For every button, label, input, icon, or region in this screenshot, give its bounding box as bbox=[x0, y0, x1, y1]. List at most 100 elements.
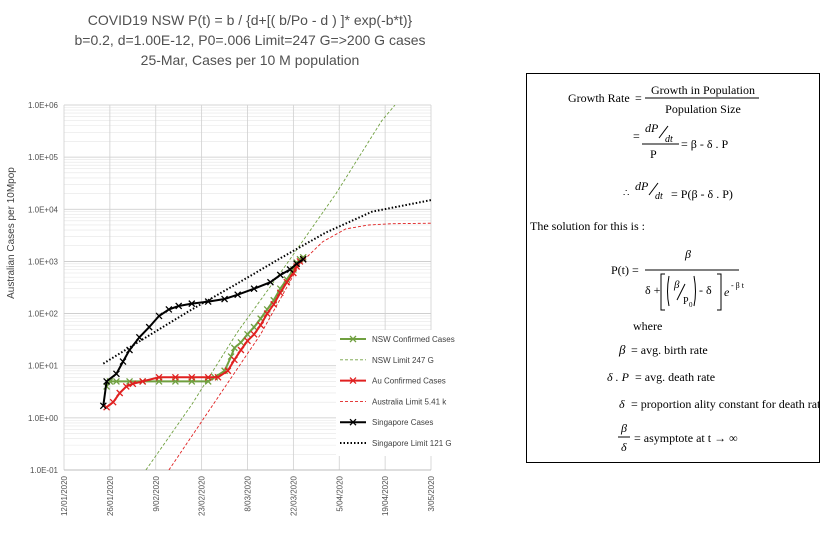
chart-legend: NSW Confirmed Cases NSW Limit 247 G Au Con… bbox=[336, 330, 478, 456]
data-point bbox=[204, 298, 212, 306]
svg-text:P: P bbox=[650, 147, 657, 161]
series-nsw-limit-247-g bbox=[145, 105, 396, 470]
data-point bbox=[237, 346, 245, 354]
data-point bbox=[283, 276, 291, 283]
data-point bbox=[204, 373, 212, 381]
chart-title-line-1: COVID19 NSW P(t) = b / {d+[( b/Po - d ) … bbox=[87, 12, 413, 28]
svg-text:δ +: δ + bbox=[645, 283, 661, 297]
population-size-label: Population Size bbox=[665, 102, 741, 116]
data-point bbox=[155, 373, 163, 381]
chart-title-line-3: 25-Mar, Cases per 10 M population bbox=[140, 52, 360, 68]
y-tick-label: 1.0E-01 bbox=[30, 466, 59, 475]
svg-text:dP: dP bbox=[645, 121, 659, 135]
series-singapore-cases bbox=[99, 255, 307, 410]
svg-text:- δ: - δ bbox=[699, 283, 712, 297]
data-point bbox=[276, 271, 284, 279]
data-point bbox=[99, 402, 107, 410]
svg-text:=: = bbox=[633, 129, 640, 143]
data-point bbox=[214, 373, 222, 381]
chart-title-line-2: b=0.2, d=1.00E-12, P0=.006 Limit=247 G=>… bbox=[74, 32, 426, 48]
growth-rate-label: Growth Rate bbox=[568, 91, 630, 105]
legend-label: Singapore Limit 121 G bbox=[372, 439, 452, 448]
legend-item: Australia Limit 5.41 k bbox=[340, 397, 447, 406]
y-axis-tick-labels: 1.0E-01 1.0E+00 1.0E+01 1.0E+02 1.0E+03 1.0E+… bbox=[28, 101, 59, 475]
data-point bbox=[188, 373, 196, 381]
legend-marker bbox=[349, 377, 357, 385]
data-point bbox=[250, 330, 258, 338]
y-tick-label: 1.0E+01 bbox=[28, 362, 59, 371]
data-point bbox=[293, 260, 301, 268]
svg-text:e: e bbox=[724, 285, 730, 299]
series-singapore-limit-121-g bbox=[102, 199, 431, 365]
svg-text:dP: dP bbox=[635, 179, 649, 193]
data-point bbox=[263, 310, 271, 318]
data-point bbox=[221, 295, 229, 303]
legend-item: Singapore Cases bbox=[340, 418, 433, 427]
legend-label: Singapore Cases bbox=[372, 418, 433, 427]
growth-in-population-label: Growth in Population bbox=[651, 83, 755, 97]
chart-series bbox=[99, 105, 431, 470]
svg-text:dt: dt bbox=[655, 191, 663, 202]
svg-text:β: β bbox=[618, 342, 626, 357]
x-tick-label: 23/02/2020 bbox=[198, 475, 207, 516]
data-point bbox=[175, 302, 183, 310]
data-point bbox=[112, 377, 120, 385]
svg-text:= P(β - δ . P): = P(β - δ . P) bbox=[671, 187, 733, 201]
svg-text:- β t: - β t bbox=[731, 281, 745, 290]
y-tick-label: 1.0E+03 bbox=[28, 257, 59, 266]
data-point bbox=[257, 321, 265, 329]
svg-text:0: 0 bbox=[689, 301, 693, 309]
data-point bbox=[286, 266, 294, 273]
svg-text:P: P bbox=[683, 296, 689, 307]
data-point bbox=[188, 300, 196, 308]
data-point bbox=[103, 377, 111, 385]
y-tick-label: 1.0E+00 bbox=[28, 414, 59, 423]
data-point bbox=[237, 338, 245, 346]
svg-text:=: = bbox=[635, 91, 642, 105]
y-tick-label: 1.0E+05 bbox=[28, 153, 59, 162]
delta-definition: = proportion ality constant for death ra… bbox=[631, 397, 819, 411]
x-tick-label: 26/01/2020 bbox=[106, 475, 115, 516]
svg-text:δ . P: δ . P bbox=[607, 370, 630, 384]
data-point bbox=[112, 370, 120, 378]
data-point bbox=[119, 358, 127, 366]
x-tick-label: 22/03/2020 bbox=[289, 475, 298, 516]
legend-label: Au Confirmed Cases bbox=[372, 377, 446, 386]
solution-label: The solution for this is : bbox=[530, 219, 645, 233]
asymptote-definition: = asymptote at t → ∞ bbox=[634, 431, 738, 445]
data-point bbox=[250, 285, 258, 293]
svg-text:δ: δ bbox=[619, 397, 625, 411]
data-point bbox=[276, 289, 284, 297]
data-point bbox=[109, 398, 117, 406]
series-line bbox=[168, 222, 431, 470]
legend-marker bbox=[349, 335, 357, 343]
svg-text:β: β bbox=[684, 247, 691, 261]
data-point bbox=[171, 373, 179, 381]
legend-label: NSW Limit 247 G bbox=[372, 356, 434, 365]
data-point bbox=[244, 337, 251, 345]
svg-text:δ: δ bbox=[621, 440, 627, 454]
data-point bbox=[116, 389, 124, 397]
data-point bbox=[234, 291, 242, 299]
data-point bbox=[165, 305, 173, 313]
data-point bbox=[244, 330, 251, 338]
death-rate-definition: = avg. death rate bbox=[635, 370, 715, 384]
legend-background bbox=[336, 330, 478, 456]
data-point bbox=[135, 333, 143, 341]
data-point bbox=[145, 323, 153, 331]
x-tick-label: 9/02/2020 bbox=[152, 475, 161, 511]
svg-text:P(t) =: P(t) = bbox=[611, 263, 639, 277]
legend-item: Singapore Limit 121 G bbox=[340, 439, 452, 448]
series-line bbox=[102, 199, 431, 365]
y-axis-label: Australian Cases per 10Mpop bbox=[6, 167, 17, 299]
data-point bbox=[139, 377, 147, 385]
y-tick-label: 1.0E+04 bbox=[28, 205, 59, 214]
data-point bbox=[122, 383, 130, 390]
legend-item: Au Confirmed Cases bbox=[340, 377, 446, 386]
x-tick-label: 12/01/2020 bbox=[60, 475, 69, 516]
where-label: where bbox=[633, 319, 662, 333]
svg-text:dt: dt bbox=[665, 134, 673, 145]
data-point bbox=[230, 356, 238, 364]
x-tick-label: 8/03/2020 bbox=[244, 475, 253, 511]
legend-marker bbox=[349, 418, 357, 426]
